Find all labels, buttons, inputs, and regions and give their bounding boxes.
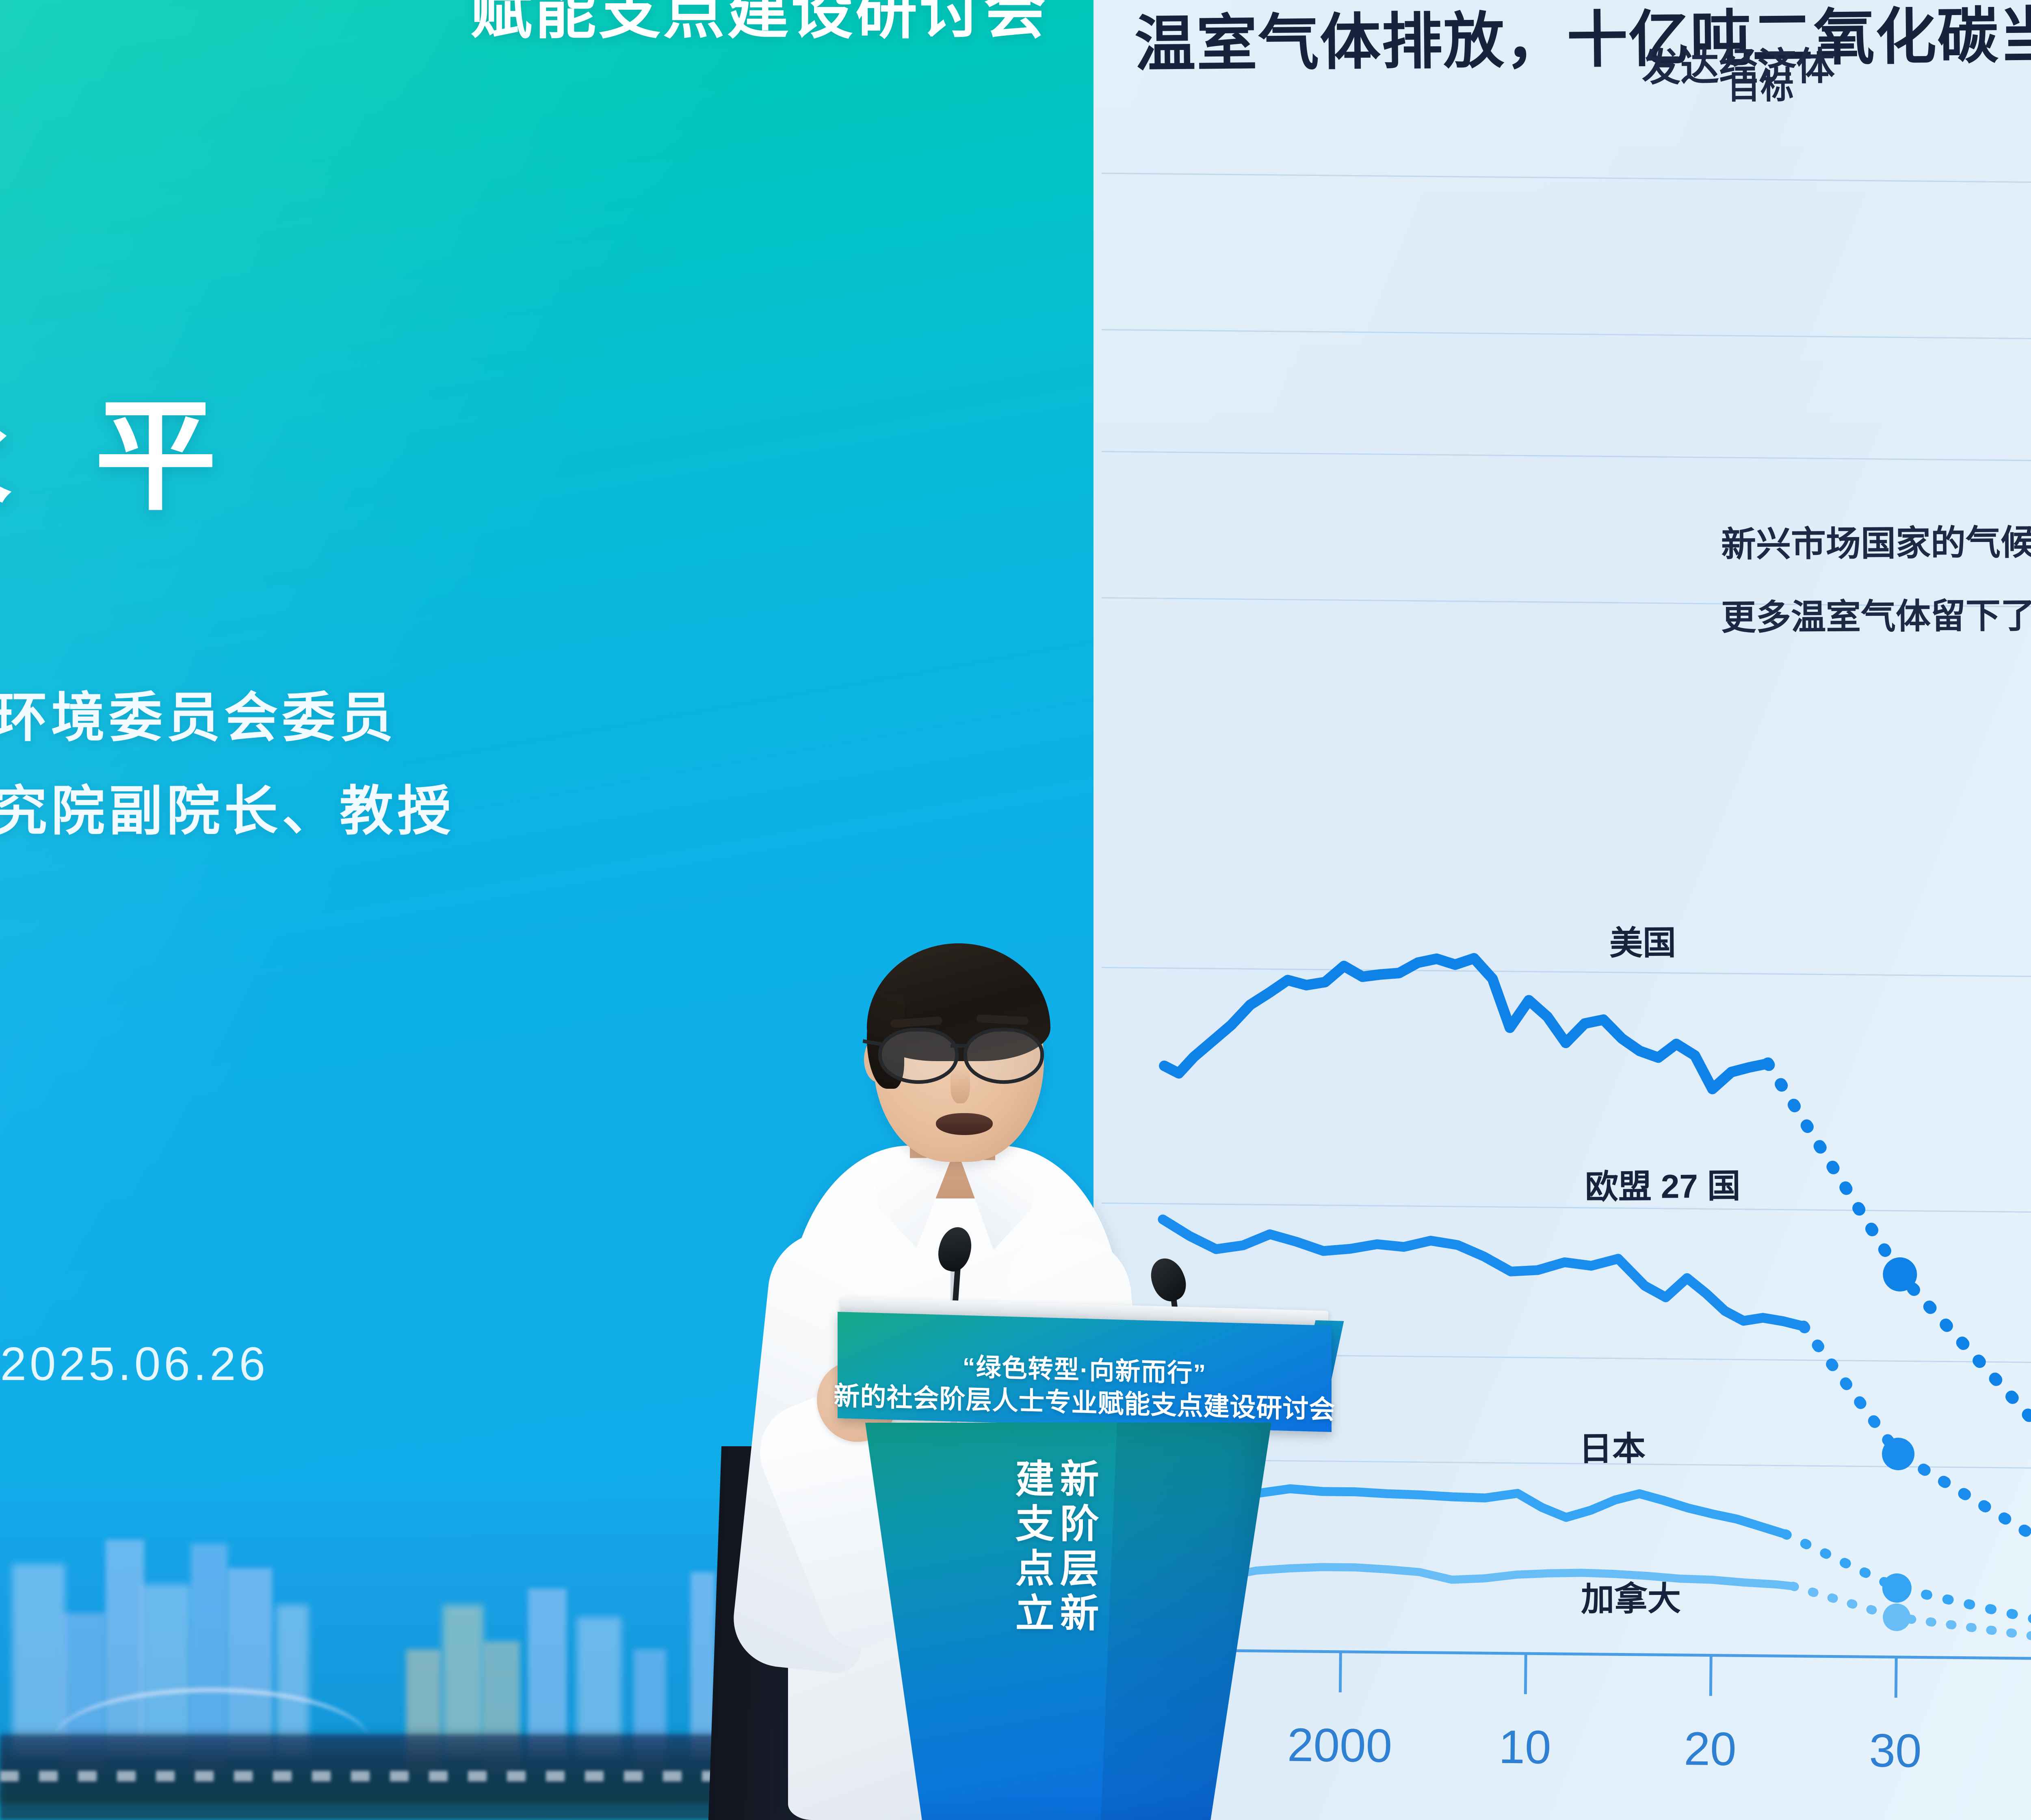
bridge-silhouette: [53, 1688, 370, 1753]
svg-text:10: 10: [1498, 1720, 1551, 1774]
speaker-role-line-2: 理研究院副院长、教授: [0, 781, 455, 841]
speaker-name: 永 平: [0, 388, 241, 524]
glasses-bridge: [951, 1044, 967, 1048]
conference-backdrop-banner: 赋能支点建设研讨会 永 平 资源环境委员会委员 理研究院副院长、教授 / 202…: [0, 0, 1093, 1820]
nose: [951, 1064, 970, 1103]
emissions-line-chart: 1990 2000 10 20 30 40 50: [1102, 953, 2031, 1777]
podium-vertical-text-right: 新阶层新: [1054, 1458, 1098, 1637]
speaker-podium: “绿色转型·向新而行” 新的社会阶层人士专业赋能支点建设研讨会 新阶层新 建支点…: [764, 1198, 1414, 1820]
backdrop-title: 赋能支点建设研讨会: [470, 0, 1048, 46]
lens-right: [964, 1028, 1044, 1084]
svg-text:2000: 2000: [1287, 1718, 1392, 1772]
event-date: / 2025.06.26: [0, 1337, 269, 1390]
svg-text:30: 30: [1869, 1724, 1922, 1777]
speaker-role-line-1: 资源环境委员会委员: [0, 688, 397, 748]
glasses-temple: [862, 1039, 882, 1046]
eyeglasses-icon: [862, 1025, 1050, 1084]
podium-vertical-text-left: 建支点立: [1009, 1458, 1053, 1637]
svg-text:20: 20: [1684, 1722, 1737, 1775]
mouth: [936, 1113, 993, 1135]
podium-base: [865, 1423, 1271, 1820]
lens-left: [878, 1028, 959, 1084]
